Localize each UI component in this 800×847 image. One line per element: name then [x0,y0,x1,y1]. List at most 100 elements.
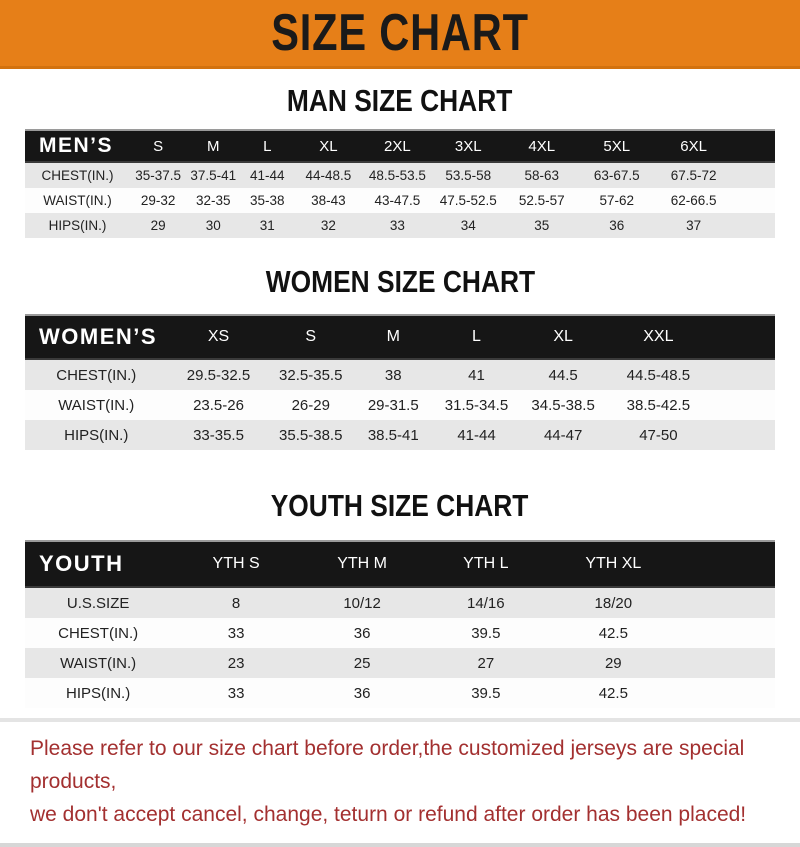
size-column-header: M [352,314,435,360]
row-label: WAIST(IN.) [43,193,112,208]
row-spacer [709,390,775,420]
size-value-cell: 42.5 [598,624,628,642]
size-value-cell: 37 [686,218,702,233]
row-label: HIPS(IN.) [48,218,107,233]
row-label: HIPS(IN.) [66,684,131,702]
size-value-cell: 34.5-38.5 [531,396,595,414]
size-column-header: M [186,129,241,163]
size-value-cell: 57-62 [599,193,635,208]
size-value-cell: 33 [227,684,245,702]
row-spacer [678,618,775,648]
row-label: WAIST(IN.) [58,396,135,414]
size-value-cell: 8 [231,594,241,612]
size-chart-sections: MAN SIZE CHART MEN’S S M L XL 2XL 3XL 4XL 5XL 6XL C… [0,69,800,708]
row-spacer [678,648,775,678]
table-row: HIPS(IN.) 33-35.5 35.5-38.5 38.5-41 41-44 44-… [25,420,775,450]
size-value-cell: 36 [609,218,625,233]
size-value-cell: 31.5-34.5 [444,396,509,414]
women-s-size-table: WOMEN’S XS S M L XL XXL CHEST(IN.) 29.5-32.5 32.5… [25,314,775,450]
size-value-cell: 33 [227,624,245,642]
size-value-cell: 33 [389,218,405,233]
size-value-cell: 47-50 [639,426,678,444]
size-value-cell: 35.5-38.5 [279,426,343,444]
size-value-cell: 44.5 [548,366,578,384]
size-value-cell: 38 [384,366,402,384]
table-row: HIPS(IN.) 29 30 31 32 33 34 35 36 37 [25,213,775,238]
table-header-label: YOUTH [25,540,172,588]
table-row: WAIST(IN.) 23.5-26 26-29 29-31.5 31.5-34.5 34… [25,390,775,420]
section-man-size-chart: MAN SIZE CHART MEN’S S M L XL 2XL 3XL 4XL 5XL 6XL C… [0,69,800,238]
size-value-cell: 31 [259,218,275,233]
size-value-cell: 29-31.5 [367,396,419,414]
size-value-cell: 35 [534,218,550,233]
table-row: CHEST(IN.) 33 36 39.5 42.5 [25,618,775,648]
size-value-cell: 36 [353,624,371,642]
row-spacer [709,420,775,450]
size-value-cell: 48.5-53.5 [368,168,426,183]
table-row: CHEST(IN.) 29.5-32.5 32.5-35.5 38 41 44.5 44.5… [25,359,775,390]
size-value-cell: 27 [477,654,495,672]
size-value-cell: 32 [320,218,336,233]
size-value-cell: 37.5-41 [190,168,237,183]
size-value-cell: 32-35 [195,193,231,208]
row-spacer [678,587,775,618]
size-value-cell: 14/16 [467,594,505,612]
table-row: U.S.SIZE 8 10/12 14/16 18/20 [25,587,775,618]
disclaimer-note: Please refer to our size chart before or… [0,718,800,847]
size-value-cell: 42.5 [598,684,628,702]
size-value-cell: 23 [227,654,245,672]
size-value-cell: 41-44 [249,168,285,183]
size-value-cell: 63-67.5 [593,168,640,183]
section-women-size-chart: WOMEN SIZE CHART WOMEN’S XS S M L XL XXL CHEST(I… [0,238,800,450]
size-column-header: XL [294,129,363,163]
table-row: WAIST(IN.) 29-32 32-35 35-38 38-43 43-47.5 47.… [25,188,775,213]
section-title: MAN SIZE CHART [0,69,800,129]
header-row: YOUTH YTH S YTH M YTH L YTH XL [25,540,775,588]
table-header-label: WOMEN’S [25,314,168,360]
section-title: YOUTH SIZE CHART [0,450,800,540]
size-value-cell: 25 [353,654,371,672]
size-column-header: 6XL [654,129,733,163]
size-value-cell: 62-66.5 [670,193,717,208]
disclaimer-line-2: we don't accept cancel, change, teturn o… [30,803,747,826]
men-s-size-table: MEN’S S M L XL 2XL 3XL 4XL 5XL 6XL CHEST(IN.) 35-37… [25,129,775,238]
section-youth-size-chart: YOUTH SIZE CHART YOUTH YTH S YTH M YTH L YTH … [0,450,800,708]
row-spacer [733,188,775,213]
size-value-cell: 29 [150,218,166,233]
size-value-cell: 38.5-42.5 [626,396,691,414]
size-column-header: YTH L [423,540,549,588]
size-value-cell: 47.5-52.5 [439,193,497,208]
size-value-cell: 58-63 [524,168,560,183]
size-value-cell: 35-37.5 [135,168,182,183]
table-row: WAIST(IN.) 23 25 27 29 [25,648,775,678]
header-spacer [709,314,775,360]
table-row: HIPS(IN.) 33 36 39.5 42.5 [25,678,775,708]
size-column-header: S [269,314,352,360]
size-value-cell: 34 [460,218,476,233]
size-column-header: YTH M [300,540,424,588]
size-value-cell: 26-29 [291,396,330,414]
size-column-header: 4XL [504,129,580,163]
size-value-cell: 35-38 [249,193,285,208]
youth-size-table: YOUTH YTH S YTH M YTH L YTH XL U.S.SIZE 8 10/12… [25,540,775,708]
row-label: HIPS(IN.) [64,426,129,444]
section-title-text: WOMEN SIZE CHART [265,264,535,299]
header-row: MEN’S S M L XL 2XL 3XL 4XL 5XL 6XL [25,129,775,163]
row-label: CHEST(IN.) [56,366,137,384]
size-column-header: XS [167,314,270,360]
size-column-header: 2XL [362,129,433,163]
row-spacer [678,678,775,708]
size-value-cell: 39.5 [471,624,501,642]
size-value-cell: 38-43 [311,193,346,208]
size-column-header: L [434,314,519,360]
size-value-cell: 52.5-57 [518,193,565,208]
size-value-cell: 32.5-35.5 [279,366,343,384]
table-header-label: MEN’S [25,129,130,163]
size-column-header: YTH S [171,540,301,588]
section-title: WOMEN SIZE CHART [0,238,800,314]
size-value-cell: 33-35.5 [193,426,244,444]
disclaimer-line-1: Please refer to our size chart before or… [30,737,745,793]
table-row: CHEST(IN.) 35-37.5 37.5-41 41-44 44-48.5 48.5… [25,162,775,188]
section-title-text: YOUTH SIZE CHART [271,488,529,523]
size-column-header: YTH XL [548,540,679,588]
